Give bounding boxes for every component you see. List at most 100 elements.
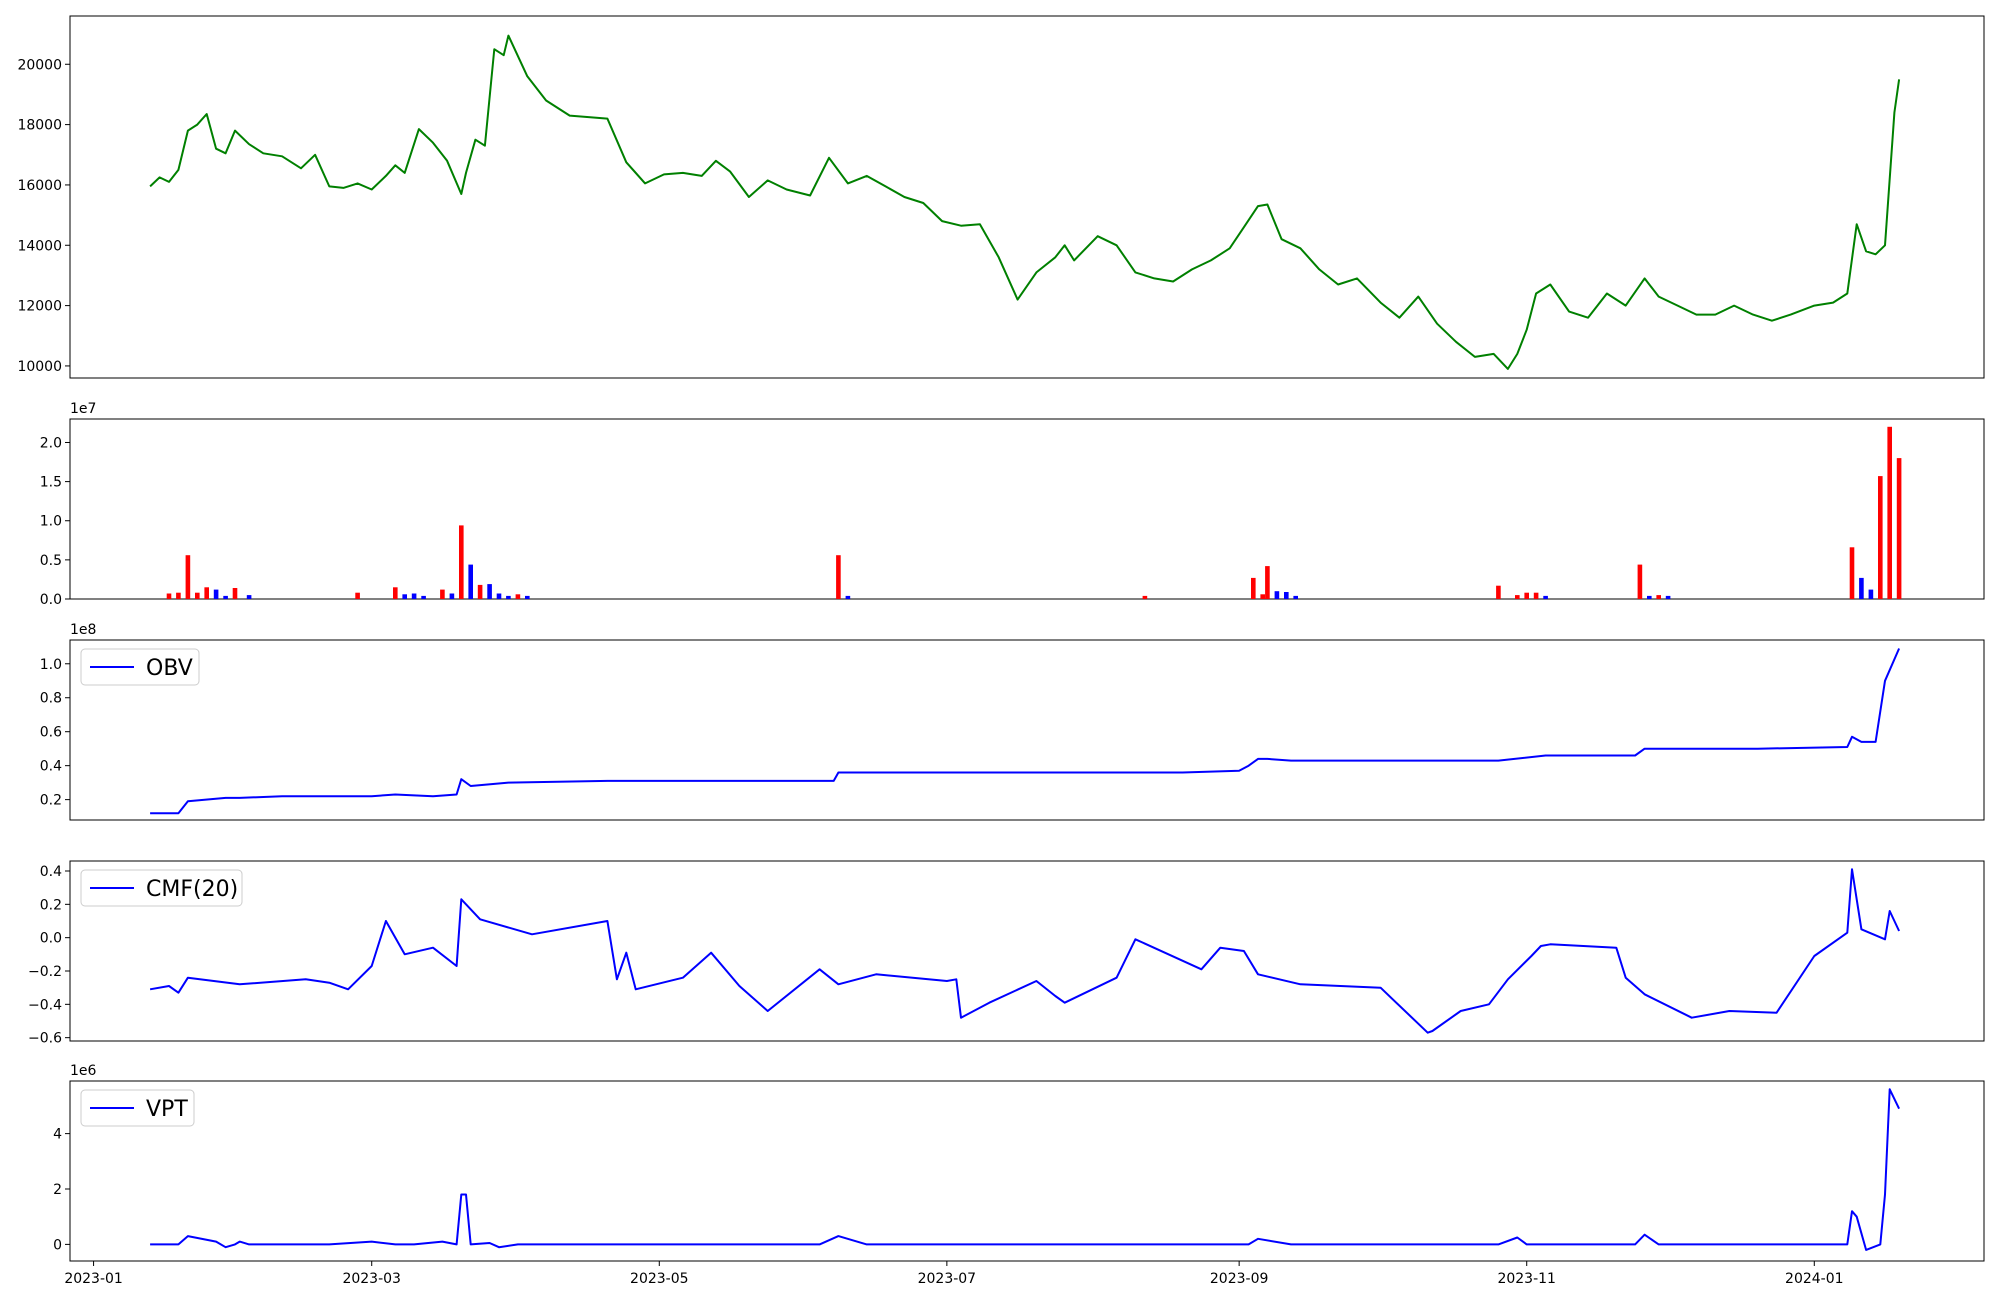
x-tick-label: 2023-07: [918, 1271, 977, 1287]
volume-bar: [223, 595, 228, 599]
cmf-y-tick-label: 0.2: [40, 897, 62, 913]
obv-panel: 1e8 0.2 0.4 0.6 0.8 1.0 OBV: [40, 622, 1985, 821]
volume-bar: [1293, 595, 1298, 599]
volume-bar: [1142, 595, 1148, 599]
volume-bar: [1496, 585, 1501, 599]
vpt-y-tick-label: 2: [53, 1182, 62, 1198]
volume-bar: [1260, 594, 1265, 599]
x-tick-label: 2023-01: [64, 1271, 123, 1287]
volume-y-tick-label: 1.0: [40, 514, 62, 530]
volume-bar: [440, 589, 445, 599]
cmf-panel: −0.6 −0.4 −0.2 0.0 0.2 0.4 CMF(20): [28, 860, 1985, 1047]
obv-legend-label: OBV: [146, 656, 193, 681]
obv-y-tick-label: 1.0: [40, 657, 62, 673]
vpt-multiplier-label: 1e6: [70, 1063, 97, 1079]
cmf-series-line: [149, 868, 1901, 1034]
volume-bar: [246, 595, 252, 599]
cmf-legend-label: CMF(20): [146, 877, 238, 902]
volume-bar: [1896, 458, 1902, 599]
x-tick-label: 2023-11: [1497, 1271, 1556, 1287]
volume-bar: [213, 589, 219, 599]
cmf-y-ticks: −0.6 −0.4 −0.2 0.0 0.2 0.4: [28, 864, 70, 1047]
price-y-ticks: 10000 12000 14000 16000 18000 20000: [17, 57, 70, 375]
volume-bar: [1656, 595, 1661, 599]
obv-y-tick-label: 0.4: [40, 759, 62, 775]
volume-bar: [402, 594, 407, 599]
vpt-panel: 1e6 0 2 4 VPT 2023-01 2023-03 2023-05 2023-07…: [53, 1063, 1985, 1287]
volume-bar: [1878, 476, 1883, 599]
x-tick-label: 2023-09: [1210, 1271, 1269, 1287]
vpt-y-tick-label: 4: [53, 1127, 62, 1143]
price-y-tick-label: 10000: [17, 359, 62, 375]
volume-bar: [1515, 595, 1520, 599]
cmf-legend: CMF(20): [80, 869, 243, 907]
price-y-tick-label: 18000: [17, 118, 62, 134]
cmf-axes-frame: [69, 860, 1985, 1042]
volume-bar: [1524, 592, 1529, 599]
volume-bar: [195, 592, 200, 599]
obv-y-tick-label: 0.2: [40, 793, 62, 809]
x-tick-label: 2023-05: [630, 1271, 689, 1287]
volume-bar: [204, 587, 209, 599]
volume-bar: [1265, 566, 1270, 599]
cmf-y-tick-label: −0.2: [28, 964, 62, 980]
vpt-y-tick-label: 0: [53, 1237, 62, 1253]
volume-bar: [355, 592, 360, 599]
volume-bar: [506, 595, 511, 599]
price-plot-area: [149, 34, 1901, 370]
volume-bar: [1868, 589, 1874, 599]
volume-bar: [1251, 577, 1256, 599]
vpt-plot-area: [150, 1088, 1900, 1251]
obv-y-tick-label: 0.8: [40, 691, 62, 707]
obv-y-tick-label: 0.6: [40, 725, 62, 741]
price-y-tick-label: 20000: [17, 57, 62, 73]
obv-legend-box: [80, 648, 200, 686]
cmf-y-tick-label: −0.6: [28, 1031, 62, 1047]
volume-bar: [459, 525, 464, 599]
price-y-tick-label: 16000: [17, 178, 62, 194]
cmf-plot-area: [149, 868, 1901, 1034]
cmf-y-tick-label: 0.0: [40, 931, 62, 947]
price-y-tick-label: 14000: [17, 238, 62, 254]
volume-y-ticks: 0.0 0.5 1.0 1.5 2.0: [40, 435, 70, 608]
price-series-line: [149, 34, 1901, 370]
volume-bar: [1647, 595, 1652, 599]
price-panel: 10000 12000 14000 16000 18000 20000: [17, 15, 1985, 379]
obv-multiplier-label: 1e8: [70, 622, 96, 638]
volume-bar: [393, 587, 398, 599]
volume-multiplier-label: 1e7: [70, 401, 96, 417]
vpt-legend-box: [80, 1089, 195, 1127]
volume-bar: [449, 593, 455, 599]
x-tick-label: 2023-03: [342, 1271, 401, 1287]
obv-legend: OBV: [80, 648, 200, 686]
volume-bar: [515, 594, 521, 599]
volume-bar: [525, 595, 530, 599]
volume-bar: [421, 595, 426, 599]
obv-plot-area: [150, 648, 1901, 815]
vpt-y-ticks: 0 2 4: [53, 1127, 70, 1253]
volume-bar: [411, 593, 417, 599]
volume-bar: [1543, 595, 1548, 599]
volume-bar: [1859, 577, 1864, 599]
vpt-legend: VPT: [80, 1089, 195, 1127]
obv-y-ticks: 0.2 0.4 0.6 0.8 1.0: [40, 657, 70, 809]
vpt-legend-label: VPT: [146, 1097, 188, 1122]
volume-bar: [185, 555, 191, 599]
volume-bar: [232, 588, 238, 599]
volume-bar: [468, 564, 473, 599]
volume-bar: [1637, 564, 1643, 599]
volume-bar: [1849, 547, 1855, 599]
volume-bar: [845, 595, 851, 599]
volume-bar: [836, 555, 841, 599]
vpt-series-line: [150, 1088, 1900, 1251]
obv-axes-frame: [69, 639, 1985, 821]
price-axes-frame: [69, 15, 1985, 379]
volume-bar: [496, 593, 502, 599]
volume-y-tick-label: 2.0: [40, 435, 62, 451]
date-x-ticks: 2023-01 2023-03 2023-05 2023-07 2023-09 2023-…: [64, 1261, 1844, 1287]
volume-bar: [1887, 426, 1892, 599]
volume-bar: [1665, 595, 1671, 599]
vpt-axes-frame: [69, 1080, 1985, 1262]
